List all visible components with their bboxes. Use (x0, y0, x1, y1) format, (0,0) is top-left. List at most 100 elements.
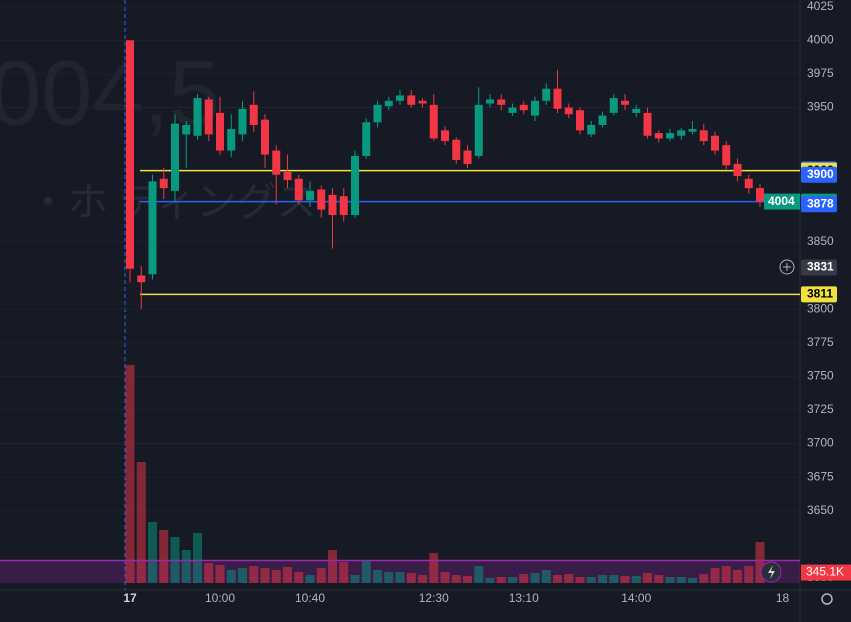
volume-bar (586, 577, 596, 583)
candle-body (564, 107, 573, 115)
countdown-label: 4004 (768, 194, 795, 208)
candle-body (486, 99, 494, 104)
price-label-box (801, 259, 837, 276)
volume-bar (631, 575, 641, 583)
volume-bar (553, 574, 562, 583)
candle-body (722, 145, 731, 166)
candle-body (666, 133, 674, 139)
volume-bar (260, 568, 270, 583)
candle-body (418, 100, 427, 104)
candle-body (587, 124, 596, 135)
candle-body (216, 112, 224, 151)
volume-bar (643, 572, 652, 583)
x-tick-label: 10:40 (295, 591, 325, 605)
y-tick-label: 3950 (807, 100, 834, 114)
candle-body (643, 112, 652, 136)
candle-body (576, 110, 584, 131)
volume-bar (305, 574, 315, 583)
volume-bar (755, 541, 765, 583)
volume-bar (316, 568, 326, 583)
x-tick-label: 17 (123, 591, 137, 605)
volume-bar (125, 364, 135, 583)
candle-body (249, 104, 258, 125)
volume-bar (328, 549, 337, 583)
lightning-icon (768, 565, 775, 579)
candle-body (137, 275, 146, 283)
price-label-box (801, 166, 837, 183)
y-tick-label: 4025 (807, 0, 834, 13)
volume-bar (283, 566, 292, 583)
y-tick-label: 4000 (807, 32, 834, 46)
volume-bar (519, 574, 529, 583)
candle-body (148, 181, 157, 275)
volume-bar (463, 575, 472, 583)
x-tick-label: 10:00 (205, 591, 235, 605)
crosshair-button[interactable] (779, 259, 795, 275)
volume-bar (339, 561, 349, 583)
y-tick-label: 3800 (807, 301, 834, 315)
volume-bar (148, 521, 157, 583)
candle-body (519, 104, 528, 111)
volume-bar (159, 530, 169, 583)
y-tick-label: 3975 (807, 66, 834, 80)
candle-body (193, 98, 202, 136)
volume-bar (193, 533, 202, 583)
candle-body (654, 133, 663, 139)
volume-bar (485, 577, 495, 583)
volume-bar (676, 577, 686, 583)
volume-bar (733, 569, 742, 583)
x-tick-label: 12:30 (419, 591, 449, 605)
volume-bar (665, 577, 675, 583)
candle-body (272, 150, 281, 175)
candle-body (542, 88, 551, 101)
candle-body (407, 95, 416, 105)
candle-body (159, 178, 168, 189)
y-tick-label: 3750 (807, 368, 834, 382)
candle-body (609, 98, 618, 113)
volume-bar (384, 571, 394, 583)
candle-body (688, 129, 697, 132)
candle-body (182, 124, 191, 135)
price-label-box (801, 196, 837, 213)
volume-bar (654, 574, 664, 583)
volume-bar (474, 566, 484, 583)
volume-bar (271, 569, 281, 583)
candle-body (294, 178, 303, 201)
candle-body (328, 194, 337, 216)
candle-body (463, 150, 472, 164)
volume-bar (395, 571, 405, 583)
candle-body (384, 100, 393, 107)
volume-bar (238, 568, 247, 583)
volume-bar (294, 571, 304, 583)
candle-body (351, 155, 359, 216)
volume-bar (508, 577, 517, 583)
candle-body (531, 100, 539, 116)
candle-body (474, 104, 483, 156)
candle-body (733, 163, 742, 177)
volume-bar (575, 577, 585, 583)
candle-body (373, 104, 382, 123)
settings-button[interactable] (821, 593, 833, 605)
candle-body (677, 130, 686, 136)
candle-body (744, 178, 753, 189)
volume-bar (361, 560, 371, 583)
candle-body (306, 190, 314, 201)
volume-bar (496, 577, 506, 583)
volume-bar (688, 577, 697, 583)
candle-body (238, 108, 247, 135)
candle-body (396, 95, 404, 101)
volume-bar (204, 563, 214, 583)
countdown-box (764, 193, 800, 210)
volume-bar (710, 568, 720, 583)
volume-bar (744, 566, 754, 583)
volume-bar (350, 574, 360, 583)
y-tick-label: 3650 (807, 503, 834, 517)
candle-body (711, 135, 719, 151)
candle-body (339, 196, 348, 216)
price-label: 3811 (807, 286, 833, 300)
candle-body (598, 115, 607, 125)
volume-bar (440, 571, 450, 583)
volume-bar (721, 566, 731, 583)
price-label: 3878 (807, 196, 834, 210)
